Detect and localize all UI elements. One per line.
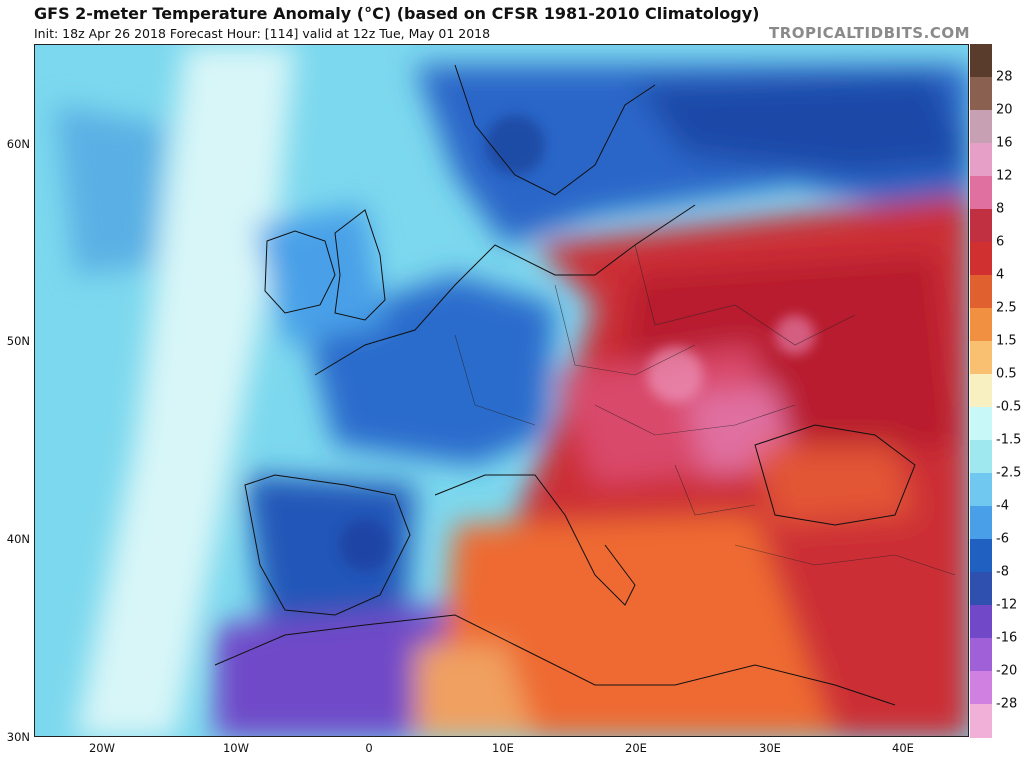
colorbar-label: 1.5 [996, 333, 1017, 349]
colorbar-segment [970, 308, 992, 342]
colorbar-label: 28 [996, 69, 1013, 85]
coastlines [214, 64, 916, 706]
cold-blob-norway [485, 115, 545, 175]
coast-north-europe [314, 204, 696, 376]
colorbar-label: -1.5 [996, 432, 1022, 448]
colorbar-segment [970, 44, 992, 78]
black-sea-warm [755, 445, 915, 525]
colorbar-label: -20 [996, 663, 1018, 679]
colorbar-label: 20 [996, 102, 1013, 118]
atlantic-cool-patch [55, 105, 165, 275]
colorbar-label: 4 [996, 267, 1005, 283]
lon-label: 20W [88, 741, 116, 755]
chart-title: GFS 2-meter Temperature Anomaly (°C) (ba… [34, 4, 760, 23]
lon-label: 30E [759, 741, 781, 755]
colorbar-label: 8 [996, 201, 1005, 217]
lat-label: 40N [6, 532, 30, 546]
atlantic-pale-band [75, 45, 295, 736]
north-africa-very-cold [215, 605, 475, 736]
lon-label: 10E [492, 741, 514, 755]
north-deep-cold [635, 75, 968, 175]
brand-watermark[interactable]: TROPICALTIDBITS.COM [769, 24, 970, 42]
uk-cool [255, 205, 385, 345]
colorbar-segment [970, 638, 992, 672]
temperature-anomaly-map [34, 44, 969, 737]
colorbar-segment [970, 341, 992, 375]
coast-italy [434, 474, 636, 606]
coast-north-africa [214, 614, 896, 706]
colorbar-label: -4 [996, 498, 1009, 514]
border-1 [454, 334, 536, 426]
colorbar-label: 16 [996, 135, 1013, 151]
colorbar-segment [970, 143, 992, 177]
map-canvas [35, 45, 968, 736]
border-2 [554, 284, 696, 376]
colorbar-segment [970, 572, 992, 606]
lon-label: 20E [625, 741, 647, 755]
border-3 [634, 244, 856, 346]
colorbar-segment [970, 209, 992, 243]
coast-scandinavia [454, 64, 656, 196]
cold-blob-iberia [339, 519, 391, 571]
border-5 [674, 464, 756, 516]
colorbar-segment [970, 440, 992, 474]
saharan-transition [415, 645, 535, 736]
lon-label: 10W [222, 741, 250, 755]
coast-britain [334, 209, 386, 321]
colorbar-segment [970, 77, 992, 111]
mediterranean-orange [435, 515, 835, 736]
coast-ireland-uk [264, 230, 336, 314]
colorbar-label: -8 [996, 564, 1009, 580]
colorbar-segment [970, 605, 992, 639]
border-6 [734, 544, 956, 576]
hot-blob-2 [775, 315, 815, 355]
colorbar-segment [970, 506, 992, 540]
colorbar-segment [970, 671, 992, 705]
colorbar-segment [970, 242, 992, 276]
colorbar-label: -16 [996, 630, 1018, 646]
colorbar-segment [970, 275, 992, 309]
border-4 [594, 404, 796, 436]
coast-iberia [244, 474, 411, 616]
country-borders [454, 244, 956, 576]
colorbar: 28 20 16 12 8 6 4 2.5 1.5 0.5 -0.5 -1.5 -2.5 -4 -6 -8 -1… [970, 44, 1024, 738]
colorbar-segment [970, 407, 992, 441]
colorbar-segment [970, 176, 992, 210]
lon-label: 0 [365, 741, 373, 755]
colorbar-label: -6 [996, 531, 1009, 547]
chart-subtitle: Init: 18z Apr 26 2018 Forecast Hour: [11… [34, 26, 491, 41]
colorbar-label: -28 [996, 696, 1018, 712]
colorbar-segment [970, 539, 992, 573]
colorbar-label: 2.5 [996, 300, 1017, 316]
colorbar-label: 6 [996, 234, 1005, 250]
lat-label: 30N [6, 730, 30, 744]
colorbar-segment [970, 704, 992, 738]
colorbar-label: -0.5 [996, 399, 1022, 415]
colorbar-segment [970, 374, 992, 408]
lat-label: 50N [6, 334, 30, 348]
colorbar-label: -2.5 [996, 465, 1022, 481]
colorbar-segment [970, 473, 992, 507]
colorbar-label: 0.5 [996, 366, 1017, 382]
hot-blob-1 [647, 347, 703, 403]
lon-label: 40E [892, 741, 914, 755]
colorbar-label: 12 [996, 168, 1013, 184]
colorbar-label: -12 [996, 597, 1018, 613]
colorbar-segment [970, 110, 992, 144]
coast-black-sea [754, 424, 916, 526]
iberia-cold [245, 475, 415, 625]
lat-label: 60N [6, 137, 30, 151]
